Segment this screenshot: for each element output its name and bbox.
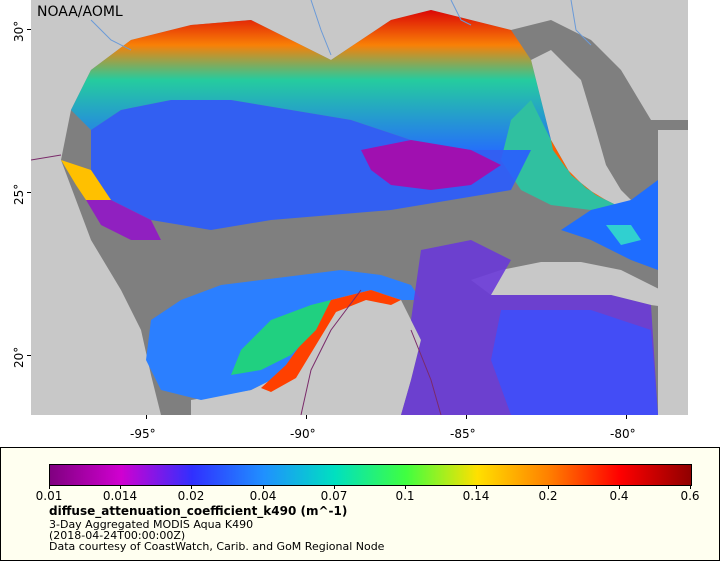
land-florida [531,50,631,205]
lat-label-25: 25° [12,183,26,205]
colorbar-tick-mark [690,485,691,489]
colorbar-tick-label: 0.014 [102,489,138,503]
lon-label-95: -95° [130,427,156,441]
colorbar-tick-label: 0.07 [320,489,348,503]
colorbar-tick-label: 0.2 [538,489,558,503]
colorbar-tick-label: 0.14 [462,489,490,503]
colorbar-tick-mark [334,485,335,489]
land-north [31,0,688,160]
lon-label-90: -90° [290,427,316,441]
colorbar-tick-mark [548,485,549,489]
k490-straits-cyan [606,225,641,245]
attribution-label: NOAA/AOML [37,4,123,20]
k490-caribbean-blue [491,310,658,415]
lon-tick-85 [466,415,467,419]
land-mexico [31,160,161,415]
lat-label-30: 30° [12,20,26,42]
colorbar-tick-mark [263,485,264,489]
lat-tick-25 [27,192,31,193]
lon-tick-80 [626,415,627,419]
k490-northern-shelf [71,10,551,150]
colorbar-tick-label: 0.1 [395,489,415,503]
k490-campeche-mid [231,300,331,375]
map-canvas [31,0,688,415]
lat-tick-30 [27,29,31,30]
land-east [658,130,688,415]
lat-tick-20 [27,355,31,356]
k490-campeche-coast [261,290,401,392]
colorbar [49,464,692,486]
product-label: 3-Day Aggregated MODIS Aqua K490 [49,518,254,531]
lat-label-20: 20° [12,346,26,368]
colorbar-tick-label: 0.01 [35,489,63,503]
colorbar-tick-mark [49,485,50,489]
colorbar-tick-mark [191,485,192,489]
colorbar-tick-label: 0.02 [177,489,205,503]
colorbar-tick-mark [405,485,406,489]
lon-tick-90 [306,415,307,419]
colorbar-tick-mark [619,485,620,489]
lon-label-85: -85° [450,427,476,441]
colorbar-tick-mark [120,485,121,489]
border-lines [31,154,442,415]
lon-tick-95 [146,415,147,419]
variable-label: diffuse_attenuation_coefficient_k490 (m^… [49,504,348,518]
credit-label: Data courtesy of CoastWatch, Carib. and … [49,540,385,553]
colorbar-tick-label: 0.6 [680,489,700,503]
land-cuba [471,262,688,310]
colorbar-tick-label: 0.04 [249,489,277,503]
colorbar-tick-mark [476,485,477,489]
colorbar-tick-label: 0.4 [609,489,629,503]
legend-panel: 0.01 0.014 0.02 0.04 0.07 0.1 0.14 0.2 0.4 0.6 di… [0,447,720,561]
time-label: (2018-04-24T00:00:00Z) [49,529,186,542]
k490-central-basin [91,100,531,230]
river-lines [90,0,592,56]
map-panel[interactable]: NOAA/AOML [31,0,688,415]
k490-mexico-strip [86,200,161,240]
lon-label-80: -80° [610,427,636,441]
k490-deep-purple [361,140,501,190]
